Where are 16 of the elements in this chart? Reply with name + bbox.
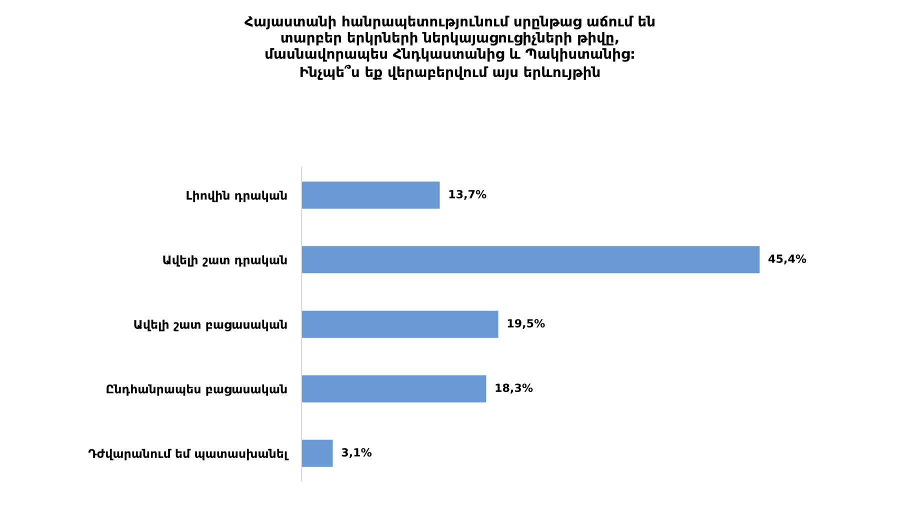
- y-tick-label: Դժվարանում եմ պատասխանել: [88, 448, 289, 460]
- bar: [302, 440, 333, 467]
- data-label: 19,5%: [508, 319, 545, 329]
- y-tick-label: Լիովին դրական: [186, 190, 287, 202]
- data-label: 18,3%: [496, 384, 533, 394]
- data-label: 3,1%: [342, 448, 372, 458]
- chart-title: Հայաստանի հանրապետությունում սրընթաց աճում են տարբեր երկրների ներկայացուցիչների թիվը, մասնավորապես Հնդկաստանից և Պակիստանից: Ինչպե՞ս եք վերաբերվում այս երևույթին: [244, 16, 654, 80]
- bar: [302, 182, 440, 209]
- y-tick-label: Ավելի շատ դրական: [163, 255, 287, 267]
- bar: [302, 375, 486, 402]
- y-tick-label: Ավելի շատ բացասական: [134, 320, 287, 332]
- data-label: 13,7%: [449, 190, 486, 200]
- bar: [302, 246, 760, 274]
- bar: [302, 310, 498, 338]
- data-label: 45,4%: [768, 254, 806, 264]
- y-tick-label: Ընդհանրապես բացասական: [106, 384, 287, 396]
